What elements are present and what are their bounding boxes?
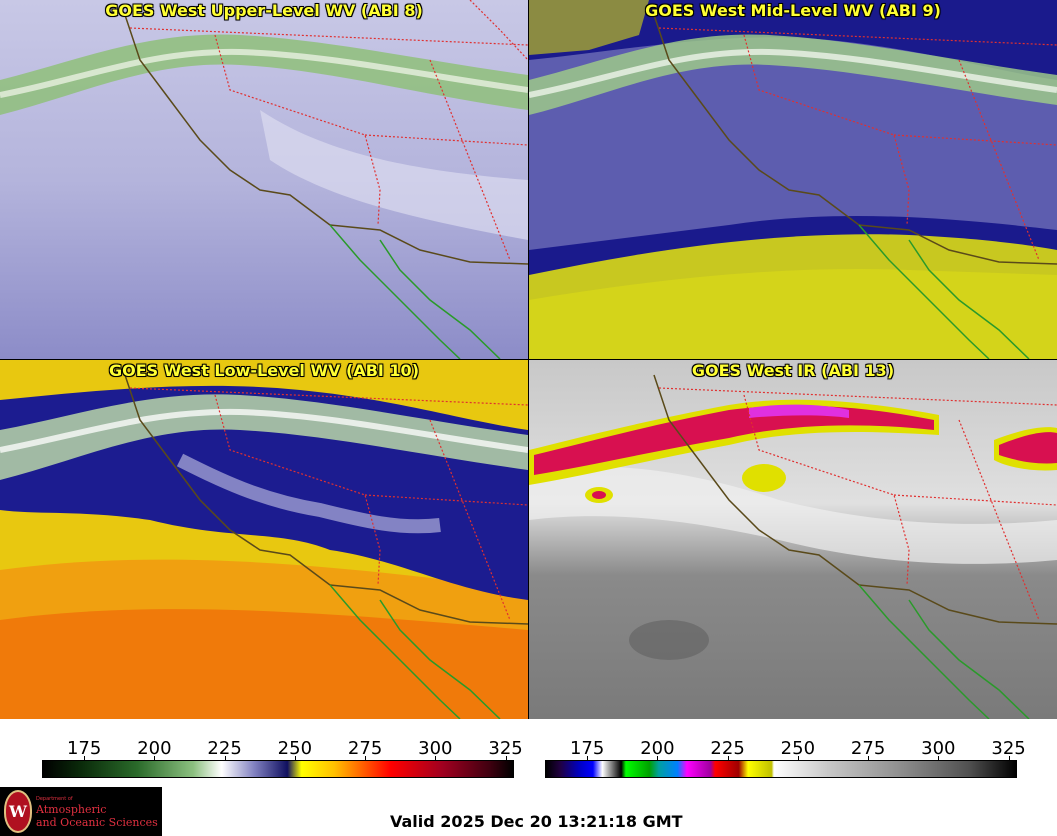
colorbar-tick xyxy=(868,756,870,760)
upper-level-wv-image xyxy=(0,0,528,359)
colorbar-tick xyxy=(365,756,367,760)
colorbar-tick xyxy=(797,756,799,760)
wv-colorbar-gradient xyxy=(42,760,514,778)
panel-mid-level-wv: GOES West Mid-Level WV (ABI 9) xyxy=(529,0,1057,359)
colorbar-tick xyxy=(505,756,507,760)
colorbar-tick-label: 325 xyxy=(991,738,1026,759)
colorbar-tick xyxy=(154,756,156,760)
colorbar-tick xyxy=(84,756,86,760)
colorbar-tick-label: 175 xyxy=(66,738,102,759)
mid-level-wv-image xyxy=(529,0,1057,359)
panel-title: GOES West Mid-Level WV (ABI 9) xyxy=(645,1,941,20)
colorbar-tick xyxy=(224,756,226,760)
panel-title: GOES West Upper-Level WV (ABI 8) xyxy=(105,1,423,20)
colorbar-tick-label: 225 xyxy=(207,738,242,759)
colorbar-tick-label: 325 xyxy=(488,738,523,759)
logo-line-3: and Oceanic Sciences xyxy=(36,816,158,829)
uw-seal-icon: W xyxy=(4,790,32,833)
colorbar-tick-label: 300 xyxy=(418,738,453,759)
panel-title: GOES West Low-Level WV (ABI 10) xyxy=(108,361,419,380)
ir-image xyxy=(529,360,1057,719)
colorbar-tick xyxy=(727,756,729,760)
panel-divider-horizontal xyxy=(0,359,1057,360)
colorbar-tick-label: 250 xyxy=(277,738,313,759)
valid-time: Valid 2025 Dec 20 13:21:18 GMT xyxy=(390,812,683,831)
low-level-wv-image xyxy=(0,360,528,719)
panel-ir: GOES West IR (ABI 13) xyxy=(529,360,1057,719)
colorbar-tick-label: 250 xyxy=(780,738,816,759)
colorbar-tick-label: 300 xyxy=(921,738,956,759)
colorbar-tick-label: 275 xyxy=(850,738,886,759)
logo-line-1: Department of xyxy=(36,796,73,802)
colorbar-tick-label: 225 xyxy=(710,738,745,759)
colorbar-tick xyxy=(294,756,296,760)
colorbar-tick xyxy=(587,756,589,760)
colorbar-tick xyxy=(938,756,940,760)
panel-title: GOES West IR (ABI 13) xyxy=(691,361,895,380)
colorbar-tick-label: 200 xyxy=(640,738,675,759)
colorbar-tick-label: 175 xyxy=(569,738,605,759)
colorbar-tick xyxy=(657,756,659,760)
panel-upper-level-wv: GOES West Upper-Level WV (ABI 8) xyxy=(0,0,528,359)
colorbar-tick xyxy=(1008,756,1010,760)
logo-line-2: Atmospheric xyxy=(36,803,107,816)
aos-logo: W Department of Atmospheric and Oceanic … xyxy=(0,787,162,836)
colorbar-tick-label: 275 xyxy=(347,738,383,759)
ir-colorbar-gradient xyxy=(545,760,1017,778)
panel-low-level-wv: GOES West Low-Level WV (ABI 10) xyxy=(0,360,528,719)
colorbar-tick xyxy=(435,756,437,760)
colorbar-tick-label: 200 xyxy=(137,738,172,759)
